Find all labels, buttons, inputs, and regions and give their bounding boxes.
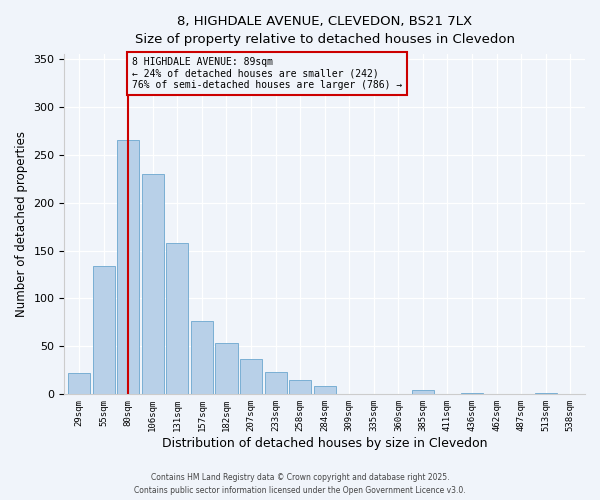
X-axis label: Distribution of detached houses by size in Clevedon: Distribution of detached houses by size … [162,437,487,450]
Y-axis label: Number of detached properties: Number of detached properties [15,131,28,317]
Title: 8, HIGHDALE AVENUE, CLEVEDON, BS21 7LX
Size of property relative to detached hou: 8, HIGHDALE AVENUE, CLEVEDON, BS21 7LX S… [135,15,515,46]
Bar [240,359,262,394]
Bar [68,373,90,394]
Text: Contains HM Land Registry data © Crown copyright and database right 2025.
Contai: Contains HM Land Registry data © Crown c… [134,474,466,495]
Bar [412,390,434,394]
Bar [142,174,164,394]
Bar [314,386,336,394]
Bar [117,140,139,394]
Bar [166,243,188,394]
Bar [92,266,115,394]
Bar [191,320,213,394]
Bar [265,372,287,394]
Bar [215,342,238,394]
Bar [289,380,311,394]
Text: 8 HIGHDALE AVENUE: 89sqm
← 24% of detached houses are smaller (242)
76% of semi-: 8 HIGHDALE AVENUE: 89sqm ← 24% of detach… [132,57,402,90]
